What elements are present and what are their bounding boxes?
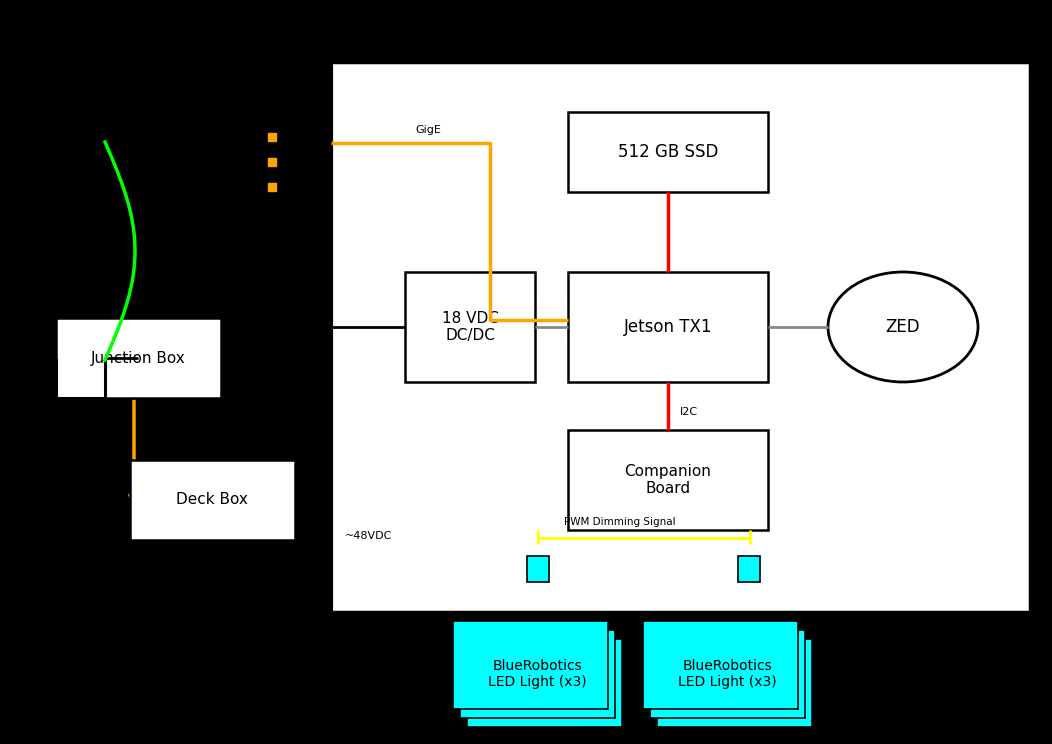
FancyBboxPatch shape — [650, 630, 805, 718]
FancyBboxPatch shape — [568, 272, 768, 382]
FancyBboxPatch shape — [330, 62, 1030, 612]
FancyBboxPatch shape — [643, 621, 798, 709]
Text: BlueRobotics
LED Light (x3): BlueRobotics LED Light (x3) — [677, 659, 776, 689]
FancyBboxPatch shape — [453, 621, 608, 709]
Text: Jetson TX1: Jetson TX1 — [624, 318, 712, 336]
Text: PWM Dimming Signal: PWM Dimming Signal — [564, 517, 675, 527]
Text: Companion
Board: Companion Board — [625, 464, 711, 496]
Text: ZED: ZED — [886, 318, 920, 336]
FancyBboxPatch shape — [739, 556, 760, 582]
FancyBboxPatch shape — [658, 639, 812, 727]
Text: GigE: GigE — [414, 125, 441, 135]
Text: I2C: I2C — [680, 407, 699, 417]
Ellipse shape — [828, 272, 978, 382]
Text: 512 GB SSD: 512 GB SSD — [618, 143, 719, 161]
FancyBboxPatch shape — [460, 630, 615, 718]
FancyBboxPatch shape — [568, 430, 768, 530]
FancyBboxPatch shape — [527, 556, 549, 582]
Text: BlueRobotics
LED Light (x3): BlueRobotics LED Light (x3) — [488, 659, 586, 689]
FancyBboxPatch shape — [568, 112, 768, 192]
FancyBboxPatch shape — [405, 272, 535, 382]
Text: Deck Box: Deck Box — [176, 493, 248, 507]
FancyBboxPatch shape — [130, 460, 295, 540]
Text: ~48VDC: ~48VDC — [345, 531, 392, 541]
Text: Junction Box: Junction Box — [90, 350, 185, 365]
Text: 18 VDC
DC/DC: 18 VDC DC/DC — [442, 311, 499, 343]
FancyBboxPatch shape — [467, 639, 622, 727]
FancyBboxPatch shape — [56, 318, 221, 398]
